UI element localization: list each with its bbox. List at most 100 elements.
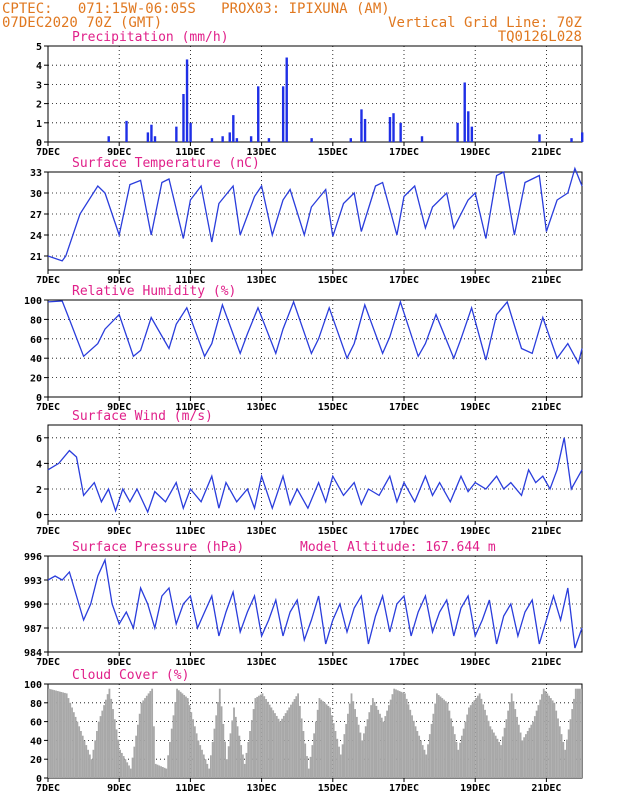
cloud-column [74,716,77,778]
cloud-column [315,721,317,778]
cloud-column [170,728,173,778]
x-tick-label: 9DEC [107,402,131,413]
cloud-column [557,718,559,778]
cloud-column [190,712,193,778]
x-tick-label: 19DEC [460,783,490,794]
cloud-column [420,740,422,778]
cloud-column [345,723,348,778]
cloud-column [325,704,328,778]
cloud-column [521,740,524,778]
cloud-column [288,707,291,778]
x-tick-label: 13DEC [247,783,277,794]
cloud-column [514,709,517,778]
cloud-column [172,715,175,778]
cloud-column [391,694,394,778]
panel-frame [47,424,583,522]
cloud-column [339,754,342,778]
cloud-column [281,718,283,778]
y-tick-label: 990 [24,600,42,611]
cloud-column [558,726,561,778]
y-tick-label: 987 [24,624,42,635]
x-tick-label: 17DEC [389,275,419,286]
x-tick-label: 21DEC [531,147,561,158]
cloud-column [297,693,299,778]
precip-bar [189,122,192,142]
cloud-column [320,699,323,778]
panel-annotation: Model Altitude: 167.644 m [300,540,496,555]
cloud-column [286,710,289,778]
cloud-column [379,713,381,778]
x-tick-label: 17DEC [389,402,419,413]
y-tick-label: 984 [24,648,42,659]
cloud-column [78,726,81,778]
cloud-column [441,698,444,778]
precip-bar [349,138,352,142]
cloud-column [355,716,358,778]
cloud-column [533,716,536,778]
y-tick-label: 27 [30,210,42,221]
cloud-column [507,710,510,778]
cloud-column [371,698,374,778]
cloud-column [249,731,251,778]
cloud-column [215,715,218,778]
cloud-column [183,694,186,778]
cloud-column [436,693,438,778]
cloud-column [565,739,568,778]
x-tick-label: 19DEC [460,402,490,413]
cloud-column [338,746,340,778]
header-code: TQ0126L028 [497,29,582,45]
cloud-column [268,704,271,778]
cloud-column [553,702,556,778]
cloud-column [137,724,139,778]
cloud-column [53,690,56,778]
y-tick-label: 3 [36,80,42,91]
y-tick-label: 0 [36,511,42,522]
cloud-column [549,698,552,778]
cloud-column [537,705,540,778]
y-tick-label: 100 [24,296,42,307]
cloud-column [359,732,362,778]
cloud-column [512,701,515,778]
cloud-column [571,709,574,778]
x-tick-label: 21DEC [531,526,561,537]
cloud-column [138,713,141,778]
x-tick-label: 11DEC [175,783,205,794]
cloud-column [140,702,143,778]
precip-bar [232,115,235,142]
cloud-column [329,707,332,778]
y-tick-label: 2 [36,100,42,111]
cloud-column [124,759,127,778]
cloud-column [460,735,463,778]
cloud-column [290,704,292,778]
cloud-column [450,718,453,778]
precip-bar [153,136,157,142]
series-line [47,166,583,262]
cloud-column [357,724,360,778]
y-tick-label: 40 [30,354,42,365]
cloud-column [293,699,296,778]
x-tick-label: 15DEC [318,275,348,286]
panel-title: Precipitation (mm/h) [72,30,229,45]
cloud-column [546,693,549,778]
cloud-column [231,720,234,778]
precip-bar [360,109,363,142]
cloud-column [316,709,319,778]
cloud-column [555,710,558,778]
cloud-column [432,713,435,778]
cloud-column [204,759,207,778]
y-tick-label: 6 [36,434,42,445]
cloud-column [64,692,66,778]
precip-bar [182,94,185,142]
cloud-column [375,705,378,778]
cloud-column [510,693,513,778]
cloud-column [131,757,134,778]
x-tick-label: 15DEC [318,526,348,537]
precip-bar [210,138,214,142]
cloud-column [156,764,159,778]
cloud-column [151,688,154,778]
cloud-column [275,715,278,778]
cloud-column [544,691,547,778]
x-tick-label: 13DEC [247,147,277,158]
cloud-column [503,727,506,778]
